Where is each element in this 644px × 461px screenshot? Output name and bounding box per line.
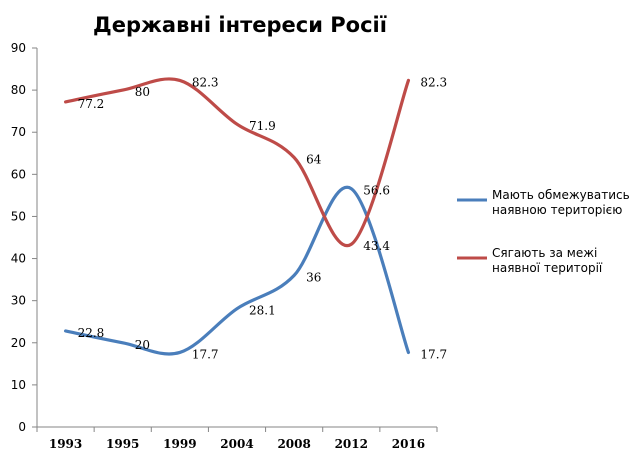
- axes: 0 10 20 30 40 50 60 70 80 90 1993 1995 1999 2004 2008 2…: [11, 41, 438, 451]
- data-label: 22.8: [78, 326, 105, 340]
- legend-label: Мають обмежуватись: [492, 188, 630, 202]
- legend-label: наявною територією: [492, 203, 622, 217]
- data-label: 20: [135, 338, 150, 352]
- data-label: 77.2: [78, 97, 105, 111]
- data-label: 82.3: [420, 75, 447, 89]
- data-label: 36: [306, 270, 321, 284]
- data-labels: 22.8 20 17.7 28.1 36 56.6 17.7 77.2 80 82.3 71.9 64…: [78, 75, 448, 361]
- x-tick-label: 2008: [277, 437, 310, 451]
- x-tick-label: 1995: [106, 437, 139, 451]
- y-tick-label: 20: [11, 336, 26, 350]
- legend-label: наявної території: [492, 261, 603, 275]
- data-label: 80: [135, 85, 150, 99]
- y-tick-label: 10: [11, 378, 26, 392]
- x-tick-label: 1993: [49, 437, 82, 451]
- x-tick-label: 2004: [220, 437, 253, 451]
- x-tick-label: 2012: [335, 437, 368, 451]
- x-tick-label: 2016: [392, 437, 425, 451]
- data-label: 56.6: [363, 184, 390, 198]
- y-tick-label: 30: [11, 294, 26, 308]
- y-tick-label: 90: [11, 41, 26, 55]
- data-label: 71.9: [249, 119, 276, 133]
- y-tick-label: 60: [11, 167, 26, 181]
- y-tick-label: 0: [18, 420, 26, 434]
- data-label: 64: [306, 152, 322, 166]
- series-line-1: [63, 185, 411, 356]
- chart-title: Державні інтереси Росії: [93, 13, 387, 37]
- series-lines: [63, 77, 411, 356]
- data-label: 17.7: [192, 347, 219, 361]
- y-tick-label: 70: [11, 125, 26, 139]
- y-tick-label: 50: [11, 209, 26, 223]
- data-label: 82.3: [192, 75, 219, 89]
- x-tick-label: 1999: [163, 437, 196, 451]
- data-label: 17.7: [420, 347, 447, 361]
- data-label: 43.4: [363, 239, 390, 253]
- series-line-2: [63, 77, 411, 248]
- data-label: 28.1: [249, 304, 276, 318]
- y-tick-label: 80: [11, 83, 26, 97]
- legend-label: Сягають за межі: [492, 246, 597, 260]
- y-tick-label: 40: [11, 252, 26, 266]
